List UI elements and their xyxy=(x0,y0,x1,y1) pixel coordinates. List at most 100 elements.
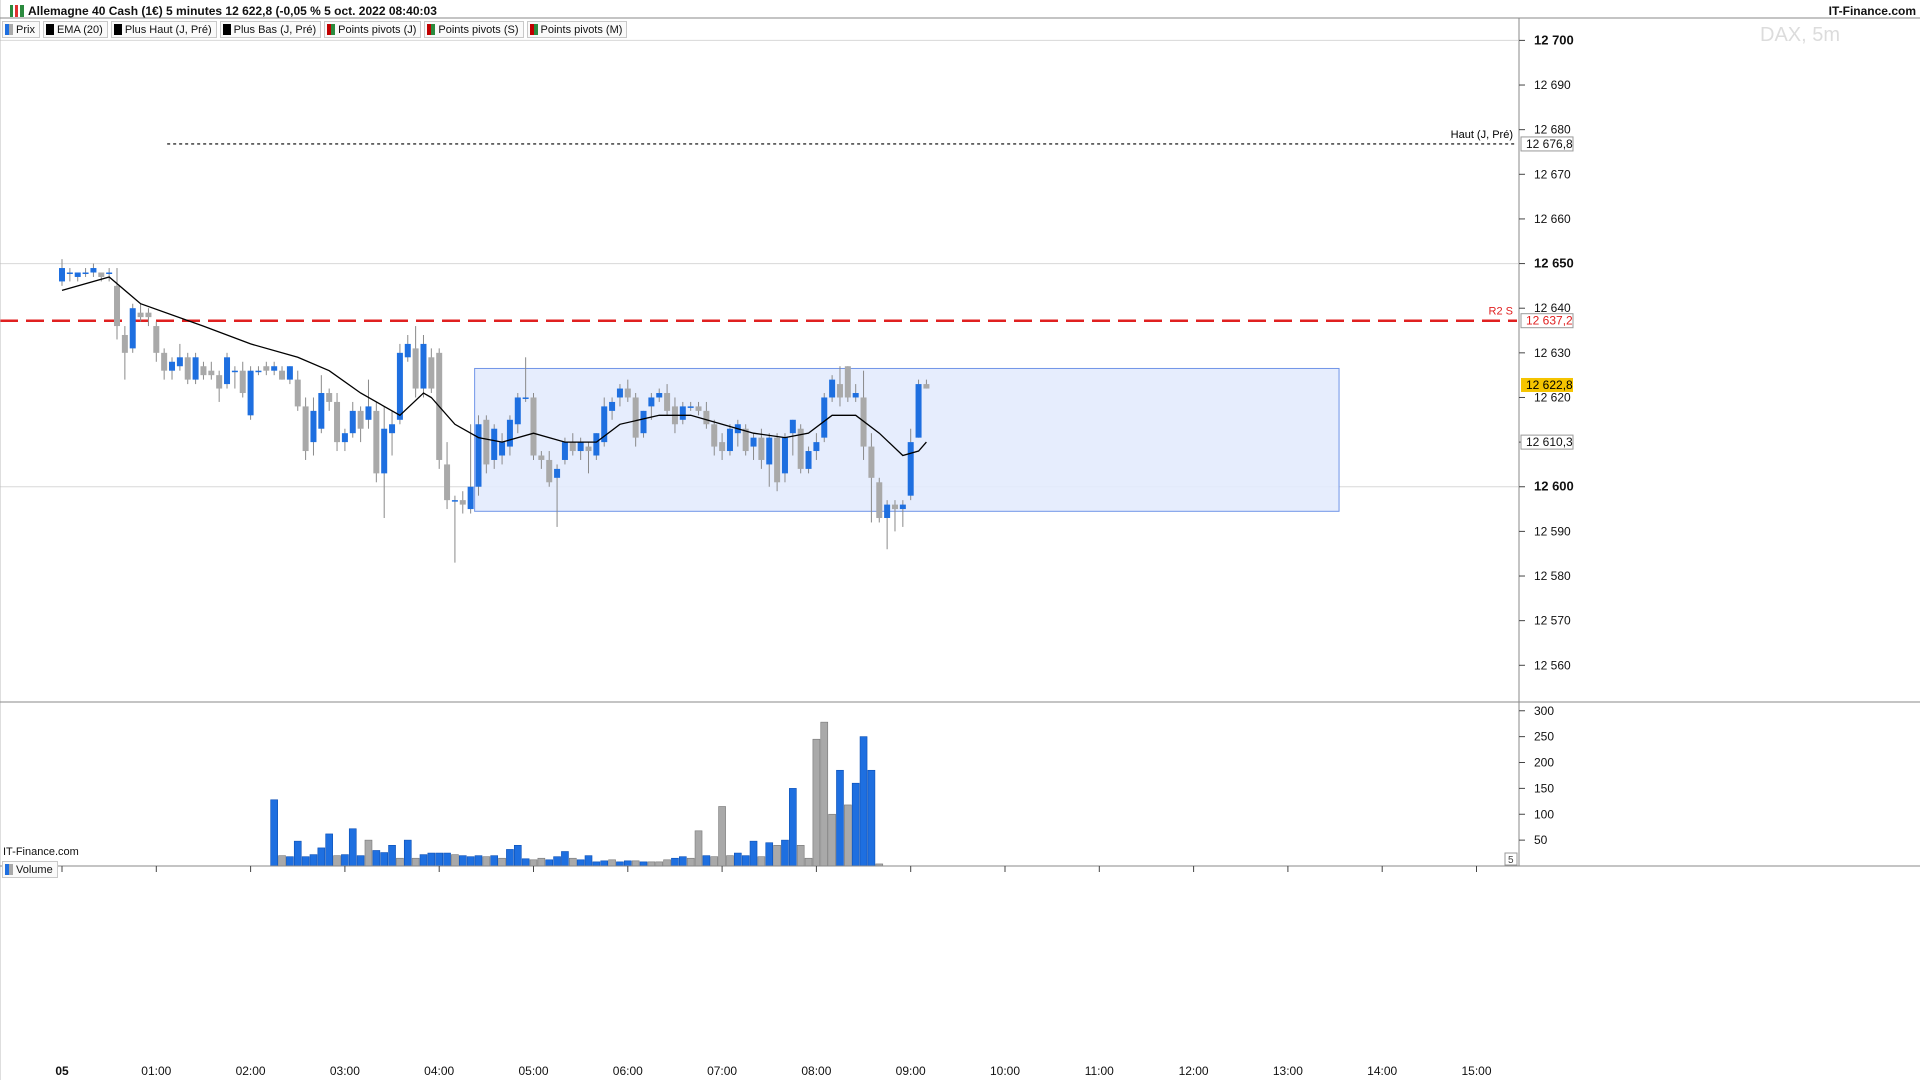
volume-bar[interactable] xyxy=(702,855,711,867)
volume-bar[interactable] xyxy=(498,857,506,867)
candle[interactable] xyxy=(506,415,513,456)
candle[interactable] xyxy=(703,401,710,429)
volume-bar[interactable] xyxy=(616,861,624,867)
candle[interactable] xyxy=(679,401,686,425)
volume-bar[interactable] xyxy=(443,852,451,867)
volume-bar[interactable] xyxy=(482,856,491,867)
volume-bar[interactable] xyxy=(804,857,813,867)
volume-bar[interactable] xyxy=(765,842,774,867)
volume-bar[interactable] xyxy=(372,850,381,867)
candle[interactable] xyxy=(208,361,215,380)
volume-bar[interactable] xyxy=(270,799,278,867)
volume-bar[interactable] xyxy=(726,855,734,867)
candle[interactable] xyxy=(137,303,144,322)
legend-item[interactable]: Prix xyxy=(2,21,40,38)
candle[interactable] xyxy=(726,424,733,456)
legend-item[interactable]: Plus Haut (J, Pré) xyxy=(110,21,217,38)
volume-bar[interactable] xyxy=(568,857,577,867)
volume-bar[interactable] xyxy=(521,858,530,867)
volume-bar[interactable] xyxy=(584,855,593,867)
candle[interactable] xyxy=(891,500,898,532)
candle[interactable] xyxy=(444,442,451,510)
volume-bar[interactable] xyxy=(341,854,349,867)
candle[interactable] xyxy=(648,393,655,420)
volume-bar[interactable] xyxy=(325,833,333,867)
volume-bar[interactable] xyxy=(694,830,703,867)
candle[interactable] xyxy=(145,308,152,327)
volume-bar[interactable] xyxy=(576,859,585,867)
volume-bar[interactable] xyxy=(828,813,836,867)
volume-bar[interactable] xyxy=(301,856,310,867)
candle[interactable] xyxy=(844,366,851,402)
candle[interactable] xyxy=(310,397,317,456)
candle[interactable] xyxy=(294,370,301,411)
candle[interactable] xyxy=(593,433,600,460)
candle[interactable] xyxy=(766,433,773,487)
volume-bar[interactable] xyxy=(427,852,436,867)
legend-item[interactable]: Points pivots (M) xyxy=(526,21,628,38)
candle[interactable] xyxy=(656,388,663,402)
candle[interactable] xyxy=(750,433,757,460)
volume-bar[interactable] xyxy=(411,857,420,867)
volume-bar[interactable] xyxy=(333,855,341,867)
candle[interactable] xyxy=(499,433,506,465)
candle[interactable] xyxy=(616,384,623,407)
candle[interactable] xyxy=(805,446,812,474)
volume-bars[interactable] xyxy=(270,721,884,867)
volume-bar[interactable] xyxy=(741,855,750,867)
candle[interactable] xyxy=(200,361,207,380)
candle[interactable] xyxy=(121,326,128,380)
candle[interactable] xyxy=(365,379,372,429)
volume-bar[interactable] xyxy=(364,839,373,867)
volume-bar[interactable] xyxy=(490,855,499,867)
volume-bar[interactable] xyxy=(718,806,726,867)
candle[interactable] xyxy=(451,495,458,563)
candle[interactable] xyxy=(899,500,906,527)
volume-bar[interactable] xyxy=(679,856,687,867)
candle[interactable] xyxy=(530,393,537,460)
candle[interactable] xyxy=(632,393,639,447)
volume-bar[interactable] xyxy=(639,861,648,867)
candle[interactable] xyxy=(459,491,466,514)
candle[interactable] xyxy=(569,433,576,456)
candle[interactable] xyxy=(74,272,81,282)
volume-legend[interactable]: Volume xyxy=(2,861,58,878)
candle[interactable] xyxy=(404,334,411,362)
candle[interactable] xyxy=(491,424,498,469)
candle[interactable] xyxy=(467,424,474,514)
volume-bar[interactable] xyxy=(820,721,829,867)
candle[interactable] xyxy=(263,361,270,376)
candle[interactable] xyxy=(829,375,836,402)
candle[interactable] xyxy=(114,268,121,340)
candle[interactable] xyxy=(852,384,859,402)
volume-bar[interactable] xyxy=(458,855,467,867)
volume-bar[interactable] xyxy=(451,854,459,867)
candle[interactable] xyxy=(286,366,293,385)
candle[interactable] xyxy=(255,366,262,376)
volume-bar[interactable] xyxy=(356,855,365,867)
volume-bar[interactable] xyxy=(710,856,719,867)
volume-bar[interactable] xyxy=(403,839,412,867)
volume-bar[interactable] xyxy=(506,849,514,867)
volume-bar[interactable] xyxy=(278,855,286,867)
candle[interactable] xyxy=(821,393,828,443)
volume-bar[interactable] xyxy=(293,840,302,867)
volume-scale-box[interactable] xyxy=(1504,852,1518,866)
candle[interactable] xyxy=(318,375,325,434)
candle[interactable] xyxy=(224,352,231,389)
candles[interactable] xyxy=(59,259,930,563)
volume-bar[interactable] xyxy=(419,854,428,867)
volume-bar[interactable] xyxy=(592,861,601,867)
volume-bar[interactable] xyxy=(388,845,396,867)
candle[interactable] xyxy=(585,442,592,474)
candle[interactable] xyxy=(836,366,843,407)
volume-bar[interactable] xyxy=(686,857,695,867)
candle[interactable] xyxy=(381,406,388,518)
volume-bar[interactable] xyxy=(749,840,758,867)
candle[interactable] xyxy=(664,384,671,416)
candle[interactable] xyxy=(59,259,65,286)
legend-item[interactable]: Points pivots (S) xyxy=(424,21,524,38)
volume-bar[interactable] xyxy=(812,738,821,867)
candle[interactable] xyxy=(546,451,553,487)
